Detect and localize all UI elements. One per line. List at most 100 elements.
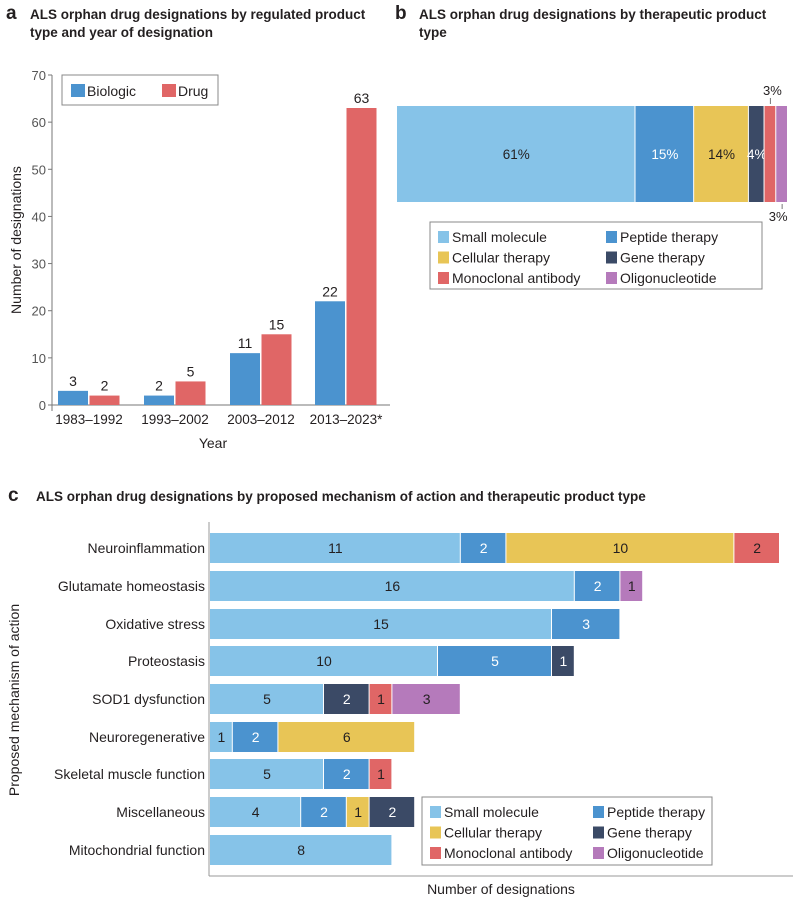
- bar-segment-label: 2: [594, 578, 602, 594]
- y-tick-label-a: 10: [32, 351, 46, 366]
- bar-value-label: 5: [187, 363, 195, 379]
- bar-segment-small-molecule: [210, 835, 392, 865]
- bar-segment-label: 5: [491, 653, 499, 669]
- bar-segment-label: 1: [560, 653, 568, 669]
- bar-biologic: [58, 390, 88, 405]
- bar-segment-label: 2: [252, 729, 260, 745]
- bar-biologic: [144, 395, 174, 405]
- bar-segment-label: 8: [297, 842, 305, 858]
- y-axis-title-a: Number of designations: [8, 166, 24, 314]
- bar-drug: [89, 395, 120, 405]
- legend-swatch: [430, 847, 441, 859]
- bar-segment-label: 3: [423, 691, 431, 707]
- legend-c: [421, 796, 713, 866]
- segment-oligonucleotide: [776, 106, 787, 202]
- legend-swatch-drug: [162, 84, 176, 97]
- bar-segment-small-molecule: [210, 797, 301, 827]
- bar-segment-monoclonal-antibody: [369, 759, 392, 789]
- bar-segment-cellular-therapy: [506, 533, 734, 563]
- bar-segment-gene-therapy: [552, 646, 574, 676]
- panel-b-title: ALS orphan drug designations by therapeu…: [419, 7, 767, 22]
- segment-label: 15%: [651, 147, 678, 162]
- y-tick-label-a: 20: [32, 304, 46, 319]
- panel-letter-b: b: [395, 3, 407, 24]
- legend-label-drug: Drug: [178, 83, 208, 99]
- y-tick-label-a: 70: [32, 68, 46, 83]
- panel-a-title-line2: type and year of designation: [30, 25, 213, 40]
- bar-segment-label: 10: [613, 540, 629, 556]
- bar-biologic: [315, 301, 345, 405]
- bar-segment-peptide-therapy: [324, 759, 369, 789]
- bar-segment-label: 2: [480, 540, 488, 556]
- category-label: SOD1 dysfunction: [92, 691, 205, 707]
- bar-value-label: 2: [101, 378, 109, 394]
- bar-segment-small-molecule: [210, 759, 323, 789]
- bar-segment-label: 2: [343, 691, 351, 707]
- bar-drug: [261, 334, 292, 405]
- legend-label: Monoclonal antibody: [444, 845, 572, 861]
- category-label: Neuroinflammation: [88, 540, 206, 556]
- segment-label: 4%: [747, 147, 767, 162]
- bar-segment-label: 6: [343, 729, 351, 745]
- legend-swatch: [438, 251, 449, 264]
- x-tick-label-a: 1983–1992: [55, 412, 123, 427]
- x-tick-label-a: 2013–2023*: [310, 412, 384, 427]
- y-tick-label-a: 40: [32, 209, 46, 224]
- legend-swatch: [593, 826, 604, 839]
- legend-swatch: [606, 272, 617, 284]
- bar-drug: [175, 381, 206, 405]
- legend-b: [429, 221, 763, 290]
- legend-swatch: [593, 847, 604, 859]
- bar-segment-gene-therapy: [369, 797, 415, 827]
- bar-value-label: 11: [238, 335, 253, 351]
- bar-value-label: 3: [69, 373, 77, 389]
- legend-label-biologic: Biologic: [87, 83, 136, 99]
- segment-cellular-therapy: [694, 106, 748, 202]
- bar-segment-small-molecule: [210, 684, 323, 714]
- bar-segment-label: 5: [263, 766, 271, 782]
- segment-label: 14%: [708, 147, 735, 162]
- bar-value-label: 15: [269, 316, 285, 332]
- bar-segment-label: 3: [582, 616, 590, 632]
- x-tick-label-a: 2003–2012: [227, 412, 295, 427]
- legend-swatch: [430, 826, 441, 839]
- legend-label: Gene therapy: [620, 250, 705, 266]
- category-label: Glutamate homeostasis: [58, 578, 205, 594]
- bar-value-label: 2: [155, 378, 163, 394]
- y-tick-label-a: 50: [32, 162, 46, 177]
- bar-segment-peptide-therapy: [552, 609, 620, 639]
- bar-segment-label: 10: [316, 653, 332, 669]
- legend-swatch: [606, 231, 617, 243]
- legend-label: Cellular therapy: [444, 825, 542, 841]
- bar-segment-peptide-therapy: [574, 571, 620, 601]
- bar-drug: [346, 108, 377, 405]
- panel-letter-c: c: [8, 485, 19, 506]
- segment-label: 3%: [763, 83, 782, 98]
- bar-segment-label: 1: [218, 729, 226, 745]
- legend-label: Peptide therapy: [620, 229, 718, 245]
- bar-segment-small-molecule: [210, 609, 551, 639]
- category-label: Skeletal muscle function: [54, 766, 205, 782]
- category-label: Proteostasis: [128, 653, 205, 669]
- bar-segment-label: 1: [377, 766, 385, 782]
- bar-value-label: 22: [322, 283, 338, 299]
- x-tick-label-a: 1993–2002: [141, 412, 209, 427]
- bar-segment-label: 1: [354, 804, 362, 820]
- panel-letter-a: a: [6, 3, 17, 24]
- category-label: Miscellaneous: [116, 804, 205, 820]
- bar-segment-peptide-therapy: [438, 646, 551, 676]
- bar-segment-label: 11: [328, 540, 343, 556]
- segment-gene-therapy: [748, 106, 764, 202]
- legend-swatch: [430, 806, 441, 818]
- x-axis-title-a: Year: [199, 435, 228, 451]
- bar-segment-small-molecule: [210, 646, 437, 676]
- bar-segment-oligonucleotide: [392, 684, 460, 714]
- segment-label: 61%: [503, 147, 530, 162]
- legend-label: Cellular therapy: [452, 250, 550, 266]
- bar-segment-label: 1: [628, 578, 636, 594]
- bar-segment-label: 2: [389, 804, 397, 820]
- segment-small-molecule: [397, 106, 635, 202]
- legend-swatch: [438, 272, 449, 284]
- y-tick-label-a: 30: [32, 257, 46, 272]
- bar-segment-label: 4: [252, 804, 260, 820]
